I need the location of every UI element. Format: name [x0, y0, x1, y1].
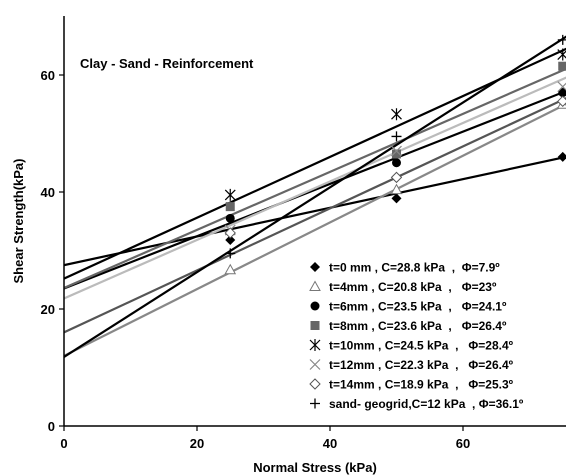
trend-line-3	[64, 89, 566, 290]
legend: t=0 mm , C=28.8 kPa , Φ=7.9º t=4mm , C=20…	[309, 261, 524, 411]
data-point-series-1	[391, 193, 402, 204]
trend-line-7	[64, 97, 566, 334]
data-point-series-5	[391, 108, 402, 121]
legend-entry-7: t=14mm , C=18.9 kPa , Φ=25.3º	[329, 378, 514, 392]
data-point-series-7	[390, 171, 403, 184]
x-tick-label: 20	[190, 436, 204, 451]
x-tick-label: 40	[323, 436, 337, 451]
x-tick-label: 0	[60, 436, 67, 451]
legend-entry-2: t=4mm , C=20.8 kPa , Φ=23º	[329, 280, 497, 294]
legend-marker-3	[310, 301, 320, 311]
legend-marker-1	[310, 262, 320, 272]
legend-entry-4: t=8mm , C=23.6 kPa , Φ=26.4º	[329, 319, 507, 333]
data-point-series-2	[390, 183, 403, 195]
legend-marker-4	[310, 321, 320, 330]
data-point-series-8	[557, 34, 566, 45]
trend-line-8	[64, 35, 566, 358]
data-point-series-6	[391, 145, 402, 157]
data-points	[224, 34, 566, 275]
data-point-series-5	[557, 48, 566, 61]
data-point-series-4	[225, 202, 235, 212]
data-point-series-6	[557, 81, 566, 93]
chart-title: Clay - Sand - Reinforcement	[80, 56, 254, 71]
trend-line-5	[64, 47, 566, 280]
legend-entry-6: t=12mm , C=22.3 kPa , Φ=26.4º	[329, 358, 514, 372]
data-point-series-3	[225, 213, 235, 223]
data-point-series-4	[558, 61, 566, 71]
y-tick-label: 60	[41, 68, 55, 83]
y-tick-label: 40	[41, 185, 55, 200]
legend-marker-8	[310, 398, 320, 409]
trend-line-6	[64, 76, 566, 300]
trend-line-1	[64, 155, 566, 267]
data-point-series-1	[557, 151, 566, 162]
data-point-series-3	[558, 88, 566, 98]
data-point-series-7	[557, 95, 566, 108]
trend-line-4	[64, 67, 566, 289]
data-point-series-2	[224, 263, 237, 275]
legend-marker-7	[309, 378, 321, 390]
data-point-series-1	[225, 234, 236, 245]
axes: 0 20 40 60 0 20 40 60	[41, 16, 566, 451]
data-point-series-3	[392, 158, 401, 168]
data-point-series-4	[392, 149, 401, 159]
legend-marker-5	[309, 339, 321, 351]
data-point-series-8	[391, 131, 402, 142]
legend-entry-1: t=0 mm , C=28.8 kPa , Φ=7.9º	[329, 261, 500, 275]
data-point-series-8	[225, 248, 236, 259]
legend-marker-2	[309, 280, 321, 291]
legend-entry-5: t=10mm , C=24.5 kPa , Φ=28.4º	[329, 339, 514, 353]
x-tick-label: 60	[456, 436, 470, 451]
y-tick-label: 0	[48, 419, 55, 434]
data-point-series-5	[224, 188, 236, 201]
y-axis-label: Shear Strength(kPa)	[11, 159, 26, 284]
y-tick-label: 20	[41, 302, 55, 317]
legend-entry-8: sand- geogrid,C=12 kPa , Φ=36.1º	[329, 397, 524, 411]
legend-entry-3: t=6mm , C=23.5 kPa , Φ=24.1º	[329, 300, 507, 314]
trend-lines	[64, 35, 566, 358]
x-axis-label: Normal Stress (kPa)	[253, 460, 377, 475]
trend-line-2	[64, 102, 566, 357]
data-point-series-7	[224, 227, 236, 239]
legend-marker-6	[309, 359, 321, 370]
